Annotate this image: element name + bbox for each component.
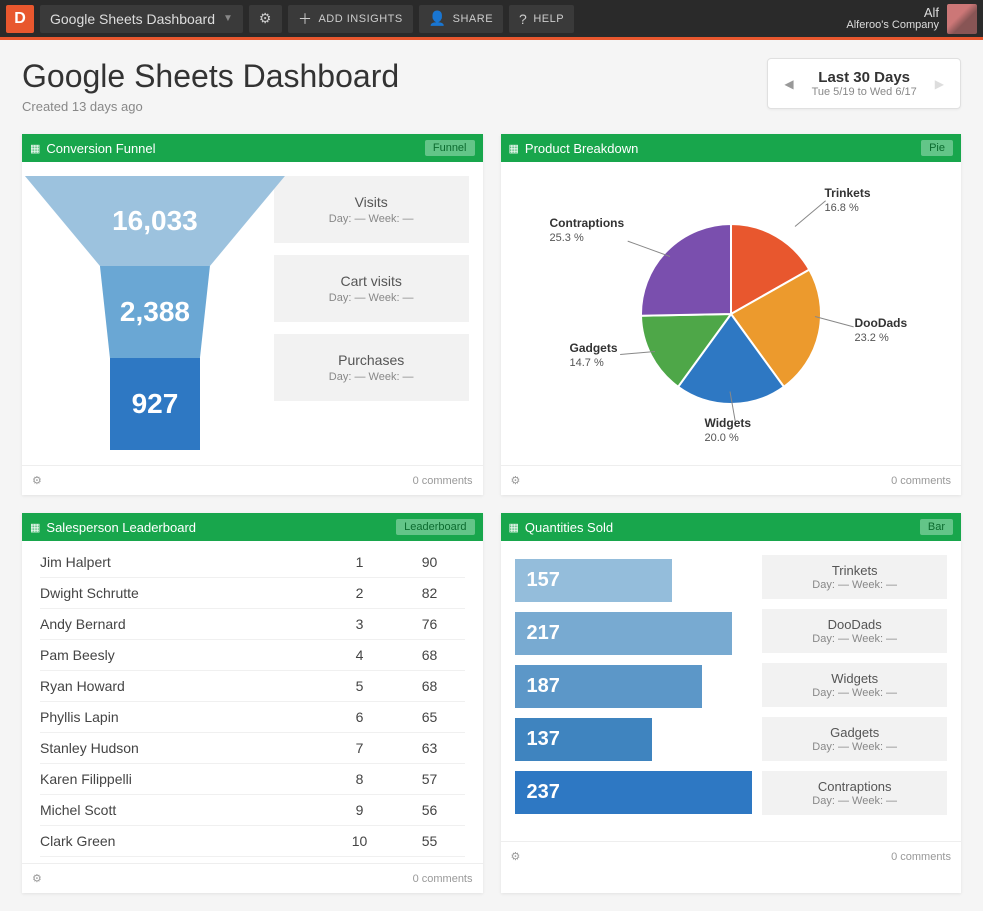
user-icon: 👤	[429, 10, 447, 27]
funnel-segment: 2,388	[100, 266, 210, 358]
pie-badge: Pie	[921, 140, 953, 156]
chevron-down-icon: ▼	[223, 13, 233, 24]
table-row: Stanley Hudson763	[40, 733, 465, 764]
bar-stat: DooDadsDay: — Week: —	[762, 609, 947, 653]
bars-badge: Bar	[920, 519, 953, 535]
comments-count[interactable]: 0 comments	[413, 475, 473, 487]
help-button[interactable]: ? HELP	[509, 5, 574, 33]
topbar: D Google Sheets Dashboard ▼ ⚙ ＋ ADD INSIG…	[0, 0, 983, 40]
share-button[interactable]: 👤 SHARE	[419, 5, 503, 33]
table-row: Pam Beesly468	[40, 640, 465, 671]
bar-segment: 237	[515, 771, 753, 814]
bar-segment: 217	[515, 612, 733, 655]
table-row: Jim Halpert190	[40, 547, 465, 578]
settings-button[interactable]: ⚙	[249, 5, 282, 33]
pie-label: Widgets20.0 %	[705, 416, 752, 444]
funnel-stat: PurchasesDay: — Week: —	[274, 334, 469, 401]
bar-segment: 157	[515, 559, 673, 602]
user-company: Alferoo's Company	[846, 19, 939, 32]
share-label: SHARE	[453, 13, 493, 25]
funnel-badge: Funnel	[425, 140, 475, 156]
pie-label: Trinkets16.8 %	[825, 186, 871, 214]
app-logo[interactable]: D	[6, 5, 34, 33]
avatar	[947, 4, 977, 34]
user-menu[interactable]: Alf Alferoo's Company	[846, 4, 977, 34]
pie-title: Product Breakdown	[525, 141, 638, 156]
pie-label: Contraptions25.3 %	[550, 216, 625, 244]
help-label: HELP	[533, 13, 564, 25]
user-name: Alf	[846, 6, 939, 19]
table-row: Ryan Howard568	[40, 671, 465, 702]
pie-widget: ▦ Product Breakdown Pie Trinkets16.8 % DooD…	[501, 134, 962, 495]
bar-stat: GadgetsDay: — Week: —	[762, 717, 947, 761]
table-row: Andy Bernard376	[40, 609, 465, 640]
date-next-icon[interactable]: ▶	[935, 77, 944, 91]
page-title: Google Sheets Dashboard	[22, 58, 399, 95]
comments-count[interactable]: 0 comments	[891, 475, 951, 487]
table-row: Clark Green1055	[40, 826, 465, 857]
page-subtitle: Created 13 days ago	[22, 99, 399, 114]
funnel-title: Conversion Funnel	[46, 141, 155, 156]
bar-stat: ContraptionsDay: — Week: —	[762, 771, 947, 815]
dashboard-selector-label: Google Sheets Dashboard	[50, 11, 215, 27]
table-row: Michel Scott956	[40, 795, 465, 826]
pie-label: Gadgets14.7 %	[570, 341, 618, 369]
leaderboard-widget: ▦ Salesperson Leaderboard Leaderboard Jim …	[22, 513, 483, 893]
help-icon: ?	[519, 11, 527, 27]
leaderboard-table: Jim Halpert190Dwight Schrutte282Andy Ber…	[22, 541, 483, 863]
bar-stat: TrinketsDay: — Week: —	[762, 555, 947, 599]
funnel-segment: 927	[110, 358, 200, 450]
gear-icon[interactable]: ⚙	[32, 872, 42, 885]
dashboard-selector[interactable]: Google Sheets Dashboard ▼	[40, 5, 243, 33]
bar-chart: 157 217 187 137 237	[515, 555, 753, 815]
bar-stat: WidgetsDay: — Week: —	[762, 663, 947, 707]
funnel-widget: ▦Conversion FunnelFunnel 16,0332,388927V…	[22, 134, 483, 495]
date-range-label: Last 30 Days	[812, 69, 917, 86]
comments-count[interactable]: 0 comments	[891, 851, 951, 863]
plus-icon: ＋	[298, 9, 313, 29]
pie-label: DooDads23.2 %	[855, 316, 908, 344]
add-insights-label: ADD INSIGHTS	[318, 13, 402, 25]
date-prev-icon[interactable]: ◀	[784, 77, 793, 91]
funnel-segment: 16,033	[25, 176, 285, 266]
table-icon: ▦	[30, 521, 40, 534]
gear-icon[interactable]: ⚙	[511, 474, 521, 487]
leaderboard-badge: Leaderboard	[396, 519, 474, 535]
date-range-picker[interactable]: ◀ Last 30 Days Tue 5/19 to Wed 6/17 ▶	[767, 58, 961, 109]
bars-widget: ▦ Quantities Sold Bar 157 217 187 137 237 Trink…	[501, 513, 962, 893]
bar-segment: 137	[515, 718, 653, 761]
gear-icon: ⚙	[259, 10, 272, 27]
table-icon: ▦	[509, 521, 519, 534]
add-insights-button[interactable]: ＋ ADD INSIGHTS	[288, 5, 413, 33]
gear-icon[interactable]: ⚙	[511, 850, 521, 863]
table-icon: ▦	[30, 142, 40, 155]
pie-chart: Trinkets16.8 % DooDads23.2 % Widgets20.0 %…	[515, 176, 948, 451]
bars-title: Quantities Sold	[525, 520, 613, 535]
date-range-sub: Tue 5/19 to Wed 6/17	[812, 86, 917, 98]
table-row: Dwight Schrutte282	[40, 578, 465, 609]
gear-icon[interactable]: ⚙	[32, 474, 42, 487]
table-row: Phyllis Lapin665	[40, 702, 465, 733]
funnel-stat: VisitsDay: — Week: —	[274, 176, 469, 243]
table-icon: ▦	[509, 142, 519, 155]
funnel-chart: 16,0332,388927	[36, 176, 274, 451]
table-row: Karen Filippelli857	[40, 764, 465, 795]
leaderboard-title: Salesperson Leaderboard	[46, 520, 196, 535]
bar-segment: 187	[515, 665, 703, 708]
funnel-stat: Cart visitsDay: — Week: —	[274, 255, 469, 322]
